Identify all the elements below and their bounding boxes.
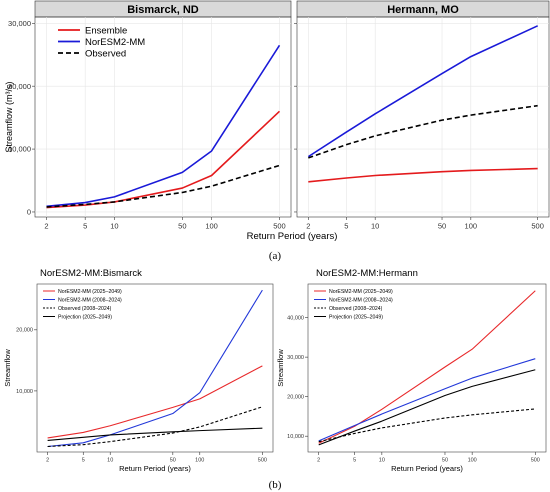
gridlines-hermann	[297, 17, 549, 217]
legend-label: NorESM2-MM (2008–2024)	[329, 298, 393, 304]
x-tick-label: 5	[82, 458, 85, 464]
gridlines-bismarck	[35, 17, 291, 217]
x-tick-label: 500	[258, 458, 267, 464]
panel-a: Bismarck, ND Hermann, MO 2 5 10 50 100 500 0 10…	[4, 0, 550, 262]
x-tick-label: 500	[531, 222, 544, 231]
legend-label: Observed (2008–2024)	[329, 306, 383, 312]
x-tick-label: 2	[306, 222, 310, 231]
legend-label: NorESM2-MM (2025–2049)	[329, 289, 393, 295]
series-line-2	[318, 408, 536, 443]
x-tick-label: 50	[442, 458, 448, 464]
axis-ticks-b-right: 2 5 10 50 100 500 10,000 20,000 30,000 40,000	[287, 316, 540, 464]
series-line-0	[308, 167, 538, 183]
x-tick-label: 10	[110, 222, 118, 231]
y-tick-label: 30,000	[8, 19, 31, 28]
series-line-1	[46, 44, 281, 208]
legend-label: Projection (2025–2049)	[329, 315, 383, 321]
legend-label: Projection (2025–2049)	[58, 315, 112, 321]
series-lines-b-left	[47, 289, 263, 448]
x-tick-label: 10	[371, 222, 379, 231]
axis-ticks-hermann: 2 5 10 50 100 500	[294, 22, 544, 231]
x-tick-label: 500	[531, 458, 540, 464]
y-tick-label: 10,000	[16, 389, 33, 395]
legend-label: NorESM2-MM	[85, 37, 145, 48]
series-line-2	[46, 164, 280, 208]
series-lines-b-right	[318, 290, 536, 446]
y-axis-label-a: Streamflow (m³/s)	[4, 81, 14, 152]
legend-b-right: NorESM2-MM (2025–2049) NorESM2-MM (2008–2…	[314, 289, 393, 321]
y-tick-label: 20,000	[8, 82, 31, 91]
axis-ticks-b-left: 2 5 10 50 100 500 10,000 20,000	[16, 328, 267, 464]
y-tick-label: 20,000	[16, 328, 33, 334]
x-axis-label-b-right: Return Period (years)	[391, 464, 463, 473]
legend-b-left: NorESM2-MM (2025–2049) NorESM2-MM (2008–2…	[43, 289, 122, 321]
y-axis-label-b-right: Streamflow	[276, 349, 285, 387]
legend-label: NorESM2-MM (2008–2024)	[58, 298, 122, 304]
series-line-1	[318, 358, 536, 442]
x-tick-label: 2	[44, 222, 48, 231]
x-tick-label: 50	[438, 222, 446, 231]
legend-label: Ensemble	[85, 26, 127, 37]
x-axis-label-b-left: Return Period (years)	[119, 464, 191, 473]
axis-ticks-bismarck: 2 5 10 50 100 500 0 10,000 20,000 30,000	[8, 19, 286, 231]
legend-label: NorESM2-MM (2025–2049)	[58, 289, 122, 295]
x-tick-label: 100	[205, 222, 218, 231]
x-tick-label: 5	[353, 458, 356, 464]
panel-label-a: (a)	[269, 250, 282, 262]
facet-title-hermann: Hermann, MO	[387, 4, 459, 16]
x-tick-label: 10	[379, 458, 385, 464]
series-line-3	[47, 427, 263, 441]
title-b-left: NorESM2-MM:Bismarck	[40, 268, 142, 279]
x-tick-label: 10	[107, 458, 113, 464]
x-tick-label: 2	[46, 458, 49, 464]
x-axis-label-a: Return Period (years)	[247, 231, 338, 242]
plot-frame-hermann	[296, 16, 550, 218]
x-tick-label: 50	[178, 222, 186, 231]
facet-title-bismarck: Bismarck, ND	[127, 4, 199, 16]
y-tick-label: 20,000	[287, 395, 304, 401]
y-tick-label: 10,000	[287, 434, 304, 440]
series-line-1	[47, 289, 263, 448]
y-tick-label: 10,000	[8, 145, 31, 154]
x-tick-label: 50	[170, 458, 176, 464]
series-lines-hermann	[307, 25, 538, 183]
x-tick-label: 500	[273, 222, 286, 231]
series-lines-bismarck	[46, 44, 281, 209]
x-tick-label: 2	[317, 458, 320, 464]
legend-label: Observed (2008–2024)	[58, 306, 112, 312]
y-tick-label: 40,000	[287, 316, 304, 322]
plot-frame-b-left	[36, 283, 274, 453]
x-tick-label: 100	[195, 458, 204, 464]
plot-frame-b-right	[307, 283, 547, 453]
series-line-0	[47, 365, 263, 439]
x-tick-label: 100	[465, 222, 478, 231]
series-line-0	[318, 290, 536, 444]
x-tick-label: 100	[468, 458, 477, 464]
title-b-right: NorESM2-MM:Hermann	[316, 268, 418, 279]
x-tick-label: 5	[83, 222, 87, 231]
y-axis-label-b-left: Streamflow	[3, 349, 12, 387]
legend-label: Observed	[85, 49, 126, 60]
y-tick-label: 30,000	[287, 355, 304, 361]
panel-label-b: (b)	[269, 479, 282, 491]
series-line-3	[318, 369, 536, 446]
panel-b: NorESM2-MM:Bismarck NorESM2-MM:Hermann 2…	[3, 268, 547, 491]
y-tick-label: 0	[27, 208, 31, 217]
x-tick-label: 5	[344, 222, 348, 231]
series-line-1	[307, 25, 538, 158]
plot-frame-bismarck	[34, 16, 292, 218]
series-line-2	[308, 104, 538, 159]
